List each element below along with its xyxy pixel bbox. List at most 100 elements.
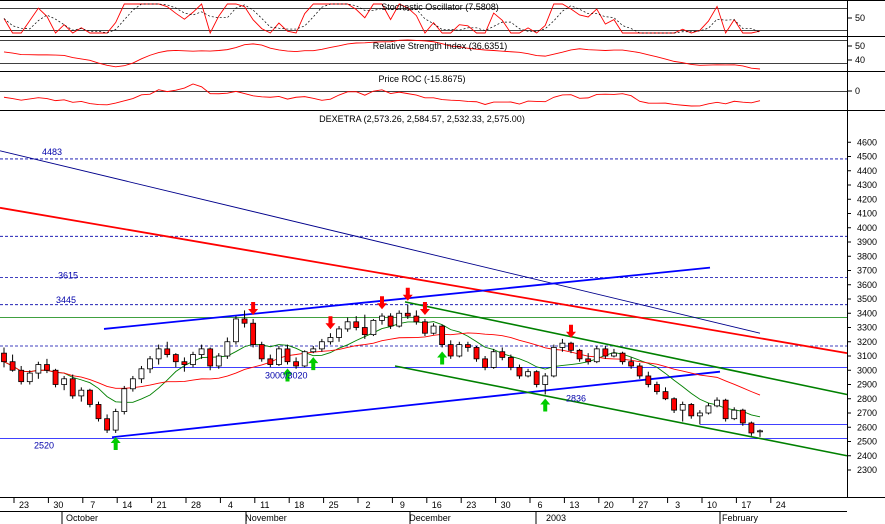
panel-tick-label: 50 [855, 13, 865, 23]
candle-body [310, 348, 317, 353]
rsi-line [3, 39, 761, 70]
x-tick-label: 13 [569, 500, 579, 510]
x-tick-label: 20 [604, 500, 614, 510]
x-tick-label: 7 [90, 500, 95, 510]
x-month-label: October [66, 513, 98, 523]
candle-body [688, 404, 695, 417]
candle-body [696, 412, 703, 417]
candle-body [87, 389, 93, 405]
x-axis: 23 30 7 14 21 28 4 11 18 25 2 9 16 23 30 6 13 20 27 3 10 17 24… [0, 497, 847, 524]
x-tick-label: 14 [122, 500, 132, 510]
price-tick-label: 3300 [857, 323, 877, 333]
price-tick-label: 4000 [857, 223, 877, 233]
candle-body [456, 344, 463, 357]
candle-body [164, 348, 171, 355]
candle-body [430, 325, 437, 334]
sell-signal-arrow [325, 316, 336, 330]
buy-signal-arrow [308, 357, 319, 371]
candle-body [705, 405, 712, 414]
candle-body [190, 354, 196, 365]
candle-body [327, 337, 334, 343]
level-label: 2836 [566, 394, 586, 404]
candle-body [542, 375, 549, 385]
x-tick-label: 2 [365, 500, 370, 510]
x-month-label: 2003 [546, 513, 566, 523]
candle-body [550, 347, 557, 377]
price-tick-label: 3600 [857, 280, 877, 290]
candle-body [104, 418, 110, 431]
moving-average-short [3, 321, 761, 418]
candle-body [276, 348, 282, 365]
lower-channel-blue [111, 370, 721, 439]
price-tick-label: 3700 [857, 266, 877, 276]
price-tick-label: 3800 [857, 251, 877, 261]
candle-body [44, 364, 50, 371]
candle-body [516, 366, 523, 377]
grid-lines [0, 158, 847, 440]
candle-body [499, 351, 506, 358]
candle-body [293, 361, 299, 367]
candle-body [387, 315, 394, 327]
candle-body [155, 348, 162, 360]
sell-signal-arrow [419, 301, 430, 315]
candle-body [121, 388, 128, 412]
candle-body [533, 371, 540, 385]
candle-body [215, 355, 222, 367]
candle-body [35, 364, 42, 374]
x-tick-label: 6 [537, 500, 542, 510]
candle-body [473, 347, 480, 360]
x-tick-label: 28 [191, 500, 201, 510]
x-tick-label: 21 [157, 500, 167, 510]
buy-signal-arrow [110, 436, 121, 450]
candle-body [662, 391, 669, 400]
candle-body [679, 404, 686, 411]
price-tick-label: 2700 [857, 408, 877, 418]
candle-body [465, 344, 471, 348]
candle-body [396, 312, 403, 327]
down-channel-lower-green [394, 365, 848, 457]
candle-body [172, 354, 179, 363]
candle-body [361, 327, 368, 336]
candle-body [344, 321, 351, 330]
x-tick-label: 30 [501, 500, 511, 510]
candle-body [757, 430, 763, 433]
candle-body [731, 409, 738, 420]
stoch-panel-title: Stochastic Oscillator (7.5808) [381, 2, 499, 12]
price-tick-label: 2300 [857, 465, 877, 475]
x-tick-label: 27 [638, 500, 648, 510]
roc-panel-title: Price ROC (-15.8675) [378, 74, 465, 84]
candle-body [654, 384, 660, 393]
sell-signal-arrow [566, 324, 576, 338]
x-tick-label: 10 [707, 500, 717, 510]
candle-body [9, 361, 16, 371]
x-tick-label: 17 [741, 500, 751, 510]
down-channel-upper-green [404, 301, 848, 396]
candle-body [224, 341, 231, 357]
x-tick-label: 4 [228, 500, 233, 510]
level-label: 2520 [34, 441, 54, 451]
candle-body [267, 358, 274, 365]
x-tick-label: 25 [329, 500, 339, 510]
x-month-label: February [722, 513, 759, 523]
candle-body [258, 344, 265, 360]
candle-body [439, 325, 446, 346]
rsi-panel-title: Relative Strength Index (36.6351) [373, 41, 508, 51]
candle-body [353, 321, 360, 328]
candle-body [671, 398, 677, 411]
candle-body [147, 358, 153, 370]
candle-body [722, 399, 729, 420]
axis-labels: 50 50 40 0 4600 4500 4400 4300 4200 4100 4000 3900 3… [34, 13, 877, 475]
candle-body [1, 352, 7, 363]
price-tick-label: 2800 [857, 394, 877, 404]
x-tick-label: 24 [776, 500, 786, 510]
candle-body [645, 375, 652, 385]
candle-body [370, 319, 377, 336]
roc-line [3, 83, 761, 107]
price-tick-label: 2400 [857, 451, 877, 461]
candle-body [447, 344, 454, 357]
indicator-panels [0, 0, 885, 498]
signal-arrows [110, 287, 576, 450]
x-tick-label: 30 [53, 500, 63, 510]
price-panel-title: DEXETRA (2,573.26, 2,584.57, 2,532.33, 2… [319, 114, 525, 124]
